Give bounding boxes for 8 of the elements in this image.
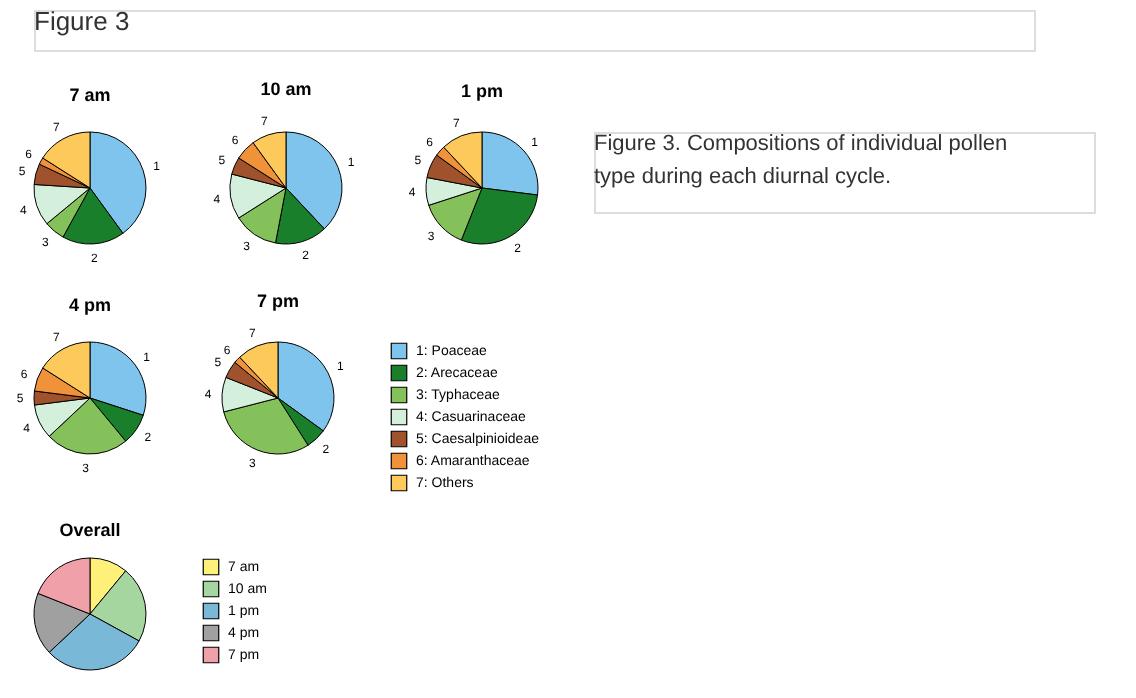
- chart-title: 10 am: [260, 79, 312, 100]
- chart-title: 7 pm: [256, 290, 300, 311]
- caption: Figure 3. Compositions of individual pollen type during each diurnal cycle.: [594, 132, 1008, 189]
- chart-title: 4 pm: [68, 294, 112, 315]
- chart-title: Overall: [59, 520, 121, 540]
- text: Figure 3: [34, 6, 130, 36]
- chart-title: 1 pm: [460, 80, 504, 101]
- chart-title: 7 am: [69, 84, 111, 105]
